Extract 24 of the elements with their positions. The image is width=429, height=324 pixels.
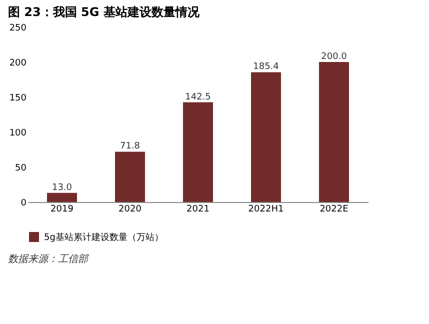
y-tick-label: 250 (9, 24, 27, 34)
text: 71.8 (120, 142, 140, 152)
source-note: 数据来源：工信部 (8, 253, 90, 265)
x-tick-label: 2022H1 (248, 204, 284, 214)
bar (319, 62, 349, 202)
bar (183, 102, 213, 202)
text: 200.0 (321, 52, 347, 62)
text: 185.4 (253, 62, 279, 72)
x-tick-label: 2021 (186, 204, 210, 214)
y-tick-label: 100 (9, 128, 27, 138)
text: 13.0 (52, 182, 72, 193)
y-tick-label: 0 (20, 198, 27, 208)
chart-title: 图 23：我国 5G 基站建设数量情况 (8, 5, 200, 19)
y-tick-label: 50 (15, 164, 27, 174)
x-tick-label: 2019 (50, 204, 74, 214)
bar (47, 192, 77, 202)
text: 142.5 (185, 92, 211, 102)
y-tick-label: 200 (9, 58, 27, 68)
y-tick-label: 150 (9, 94, 27, 104)
x-tick-label: 2022E (320, 204, 349, 214)
bar (251, 72, 281, 202)
bar (115, 152, 145, 202)
legend-label: 5g基站累计建设数量（万站） (44, 232, 164, 243)
x-tick-label: 2020 (118, 204, 142, 214)
